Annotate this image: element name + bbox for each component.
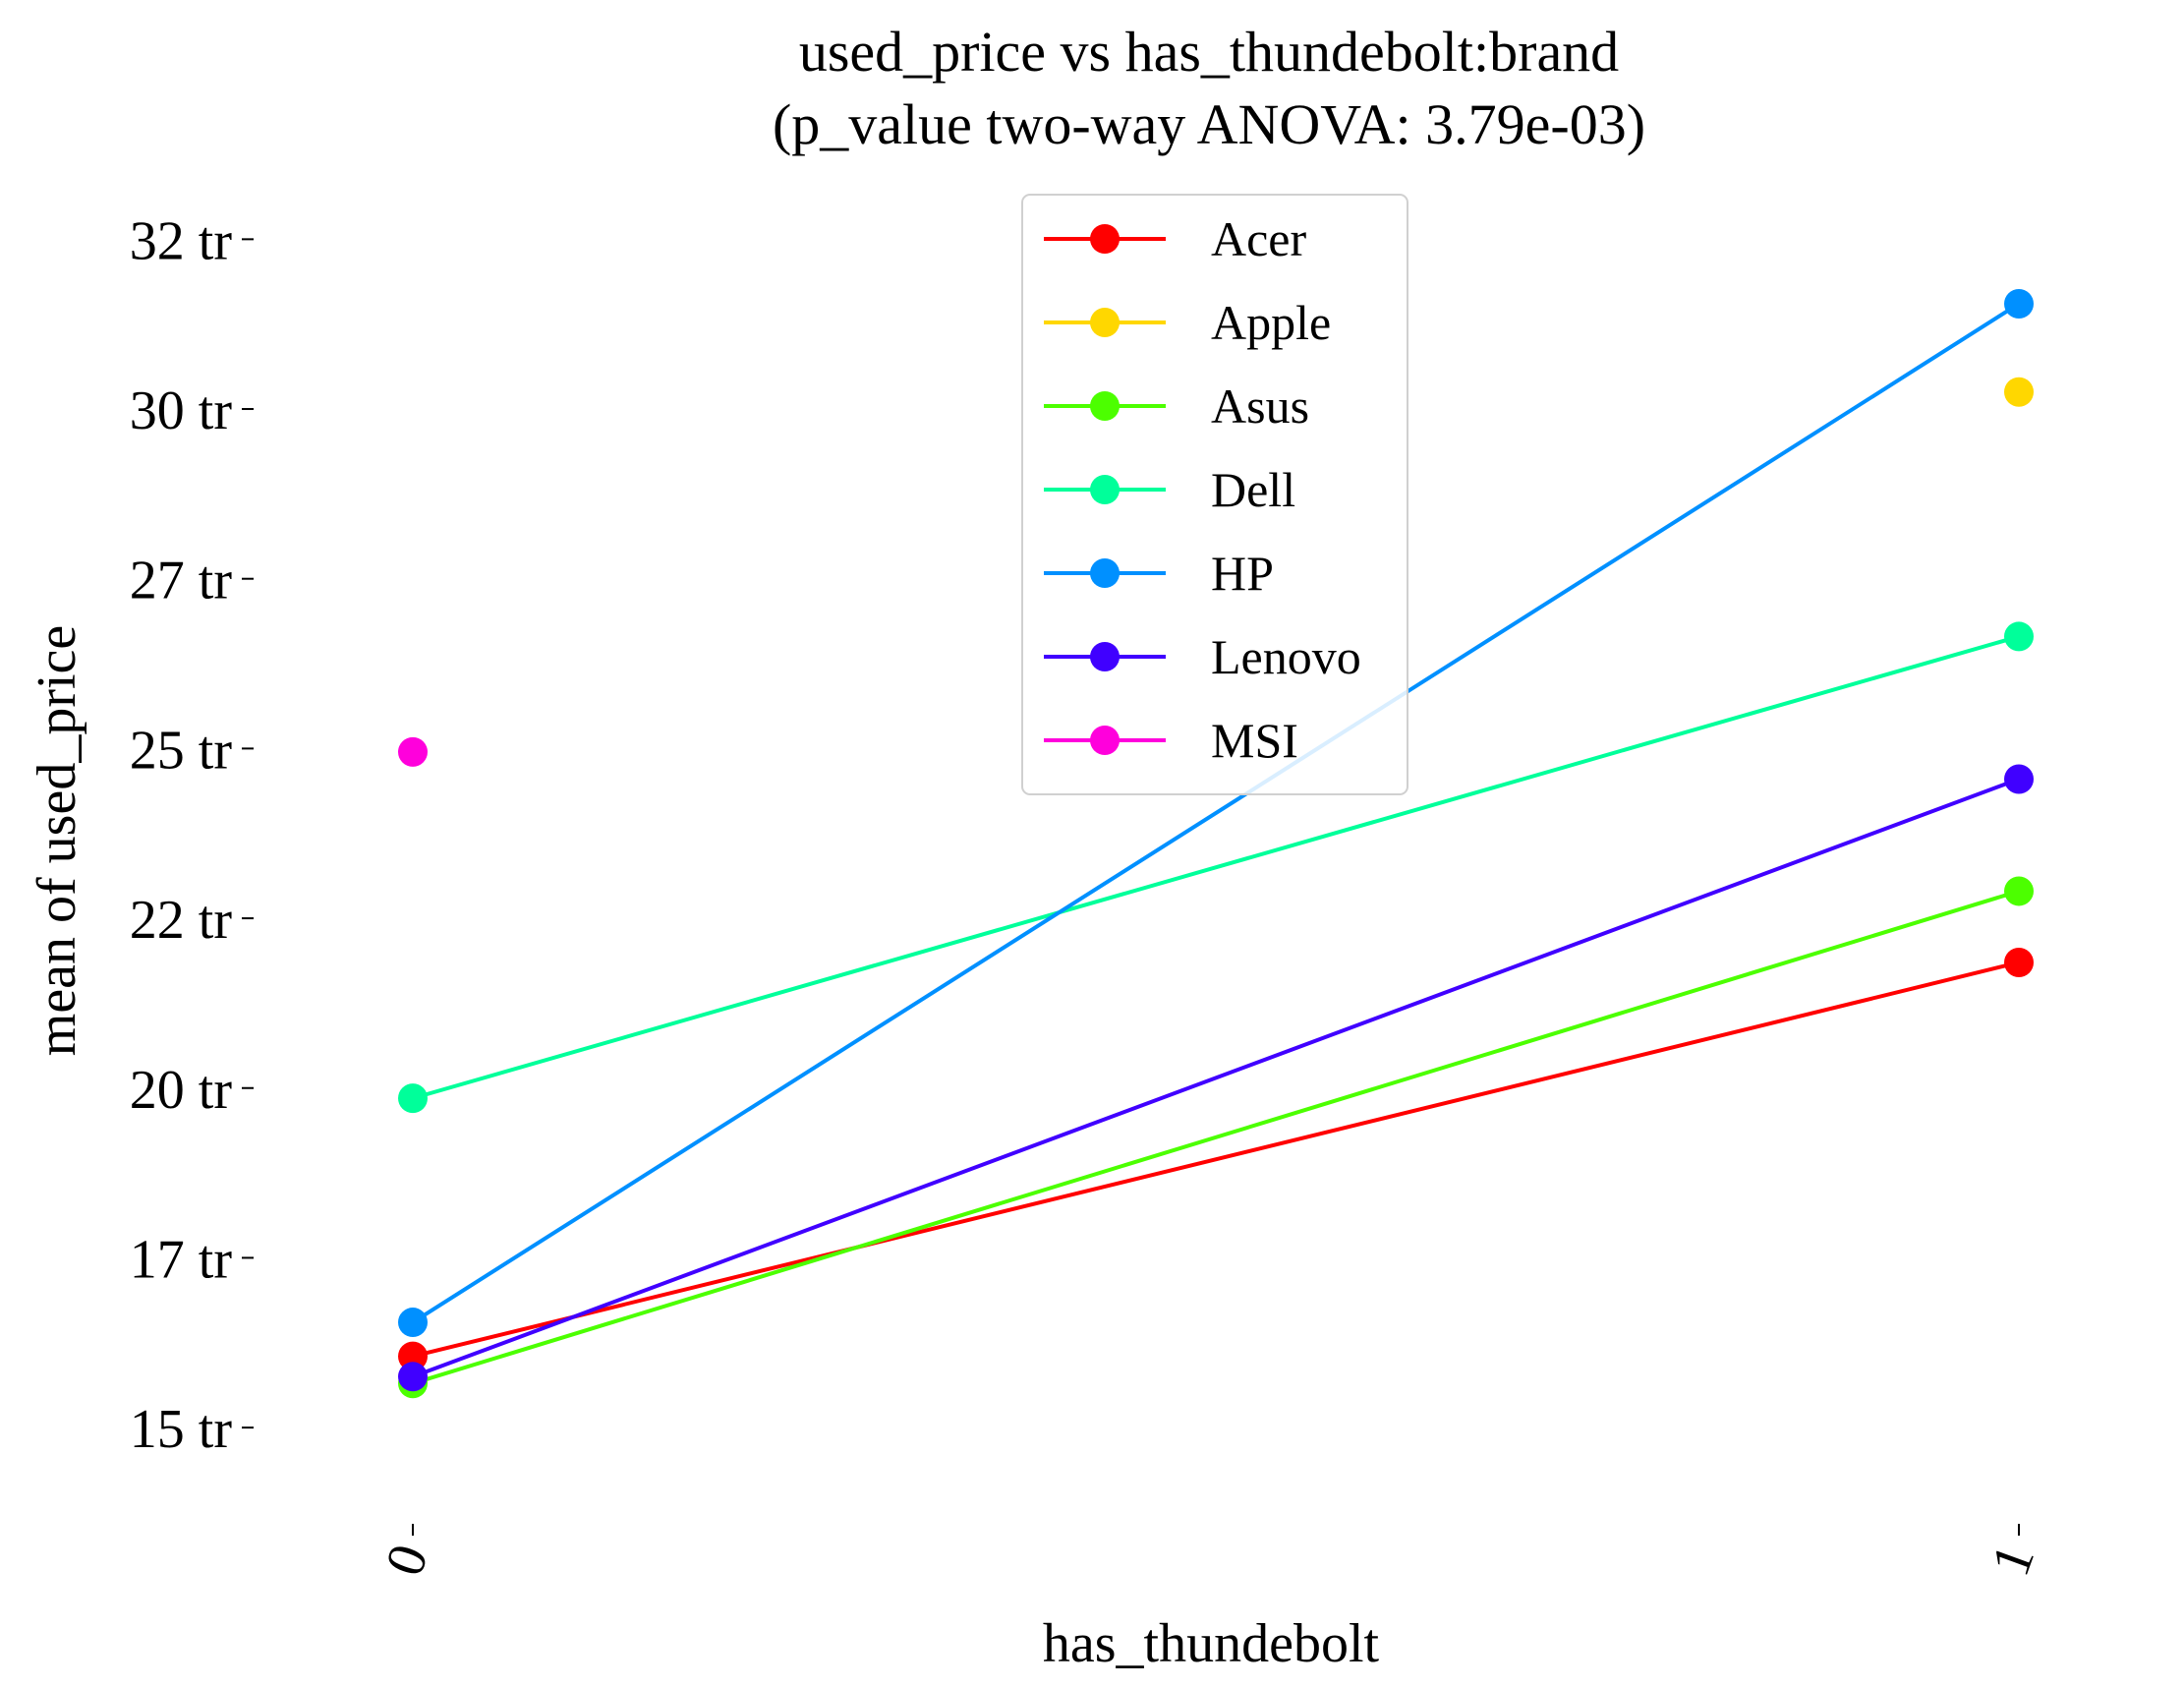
chart-title: used_price vs has_thundebolt:brand [799,20,1619,84]
y-tick-label-2: 20 tr [130,1060,233,1121]
legend-label-asus: Asus [1211,378,1309,434]
legend-label-hp: HP [1211,546,1274,601]
point-msi-0 [398,736,428,767]
legend-label-msi: MSI [1211,713,1298,768]
y-tick-label-4: 25 tr [130,720,233,781]
legend-marker-acer [1090,224,1120,254]
legend-frame [1021,194,1408,795]
x-axis-label: has_thundebolt [1043,1613,1380,1674]
series-group [398,288,2034,1399]
legend-label-apple: Apple [1211,295,1331,350]
point-asus-1 [2004,876,2034,906]
point-apple-1 [2004,377,2034,407]
legend-marker-msi [1090,726,1120,755]
legend-label-lenovo: Lenovo [1211,629,1361,684]
legend-label-acer: Acer [1211,211,1306,266]
series-line-acer [412,960,2020,1359]
legend-marker-apple [1090,308,1120,337]
y-tick-label-7: 32 tr [130,210,233,271]
legend-marker-asus [1090,391,1120,421]
x-tick-label-0: 0 [374,1537,440,1584]
point-hp-0 [398,1308,428,1338]
series-line-hp [411,302,2021,1324]
y-tick-label-3: 22 tr [130,890,233,951]
y-tick-label-6: 30 tr [130,380,233,441]
legend-marker-hp [1090,558,1120,588]
series-line-lenovo [412,777,2020,1379]
series-line-asus [412,889,2020,1386]
point-hp-1 [2004,288,2034,319]
y-tick-label-1: 17 tr [130,1229,233,1290]
point-lenovo-1 [2004,764,2034,794]
x-tick-label-1: 1 [1980,1537,2046,1584]
legend-marker-dell [1090,475,1120,504]
point-dell-1 [2004,621,2034,652]
point-dell-0 [398,1083,428,1114]
point-acer-1 [2004,947,2034,977]
y-axis-label: mean of used_price [27,625,87,1056]
legend-label-dell: Dell [1211,462,1295,517]
chart-subtitle: (p_value two-way ANOVA: 3.79e-03) [773,92,1645,156]
legend: Acer Apple Asus Dell HP Lenovo MSI [1021,194,1408,795]
point-acer-0 [398,1341,428,1371]
point-lenovo-0 [398,1362,428,1392]
legend-marker-lenovo [1090,642,1120,671]
y-tick-label-5: 27 tr [130,551,233,611]
y-axis: 15 tr 17 tr 20 tr 22 tr 25 tr 27 tr 30 tr 32 tr [130,210,254,1460]
y-tick-label-0: 15 tr [130,1399,233,1460]
series-line-dell [412,634,2020,1101]
